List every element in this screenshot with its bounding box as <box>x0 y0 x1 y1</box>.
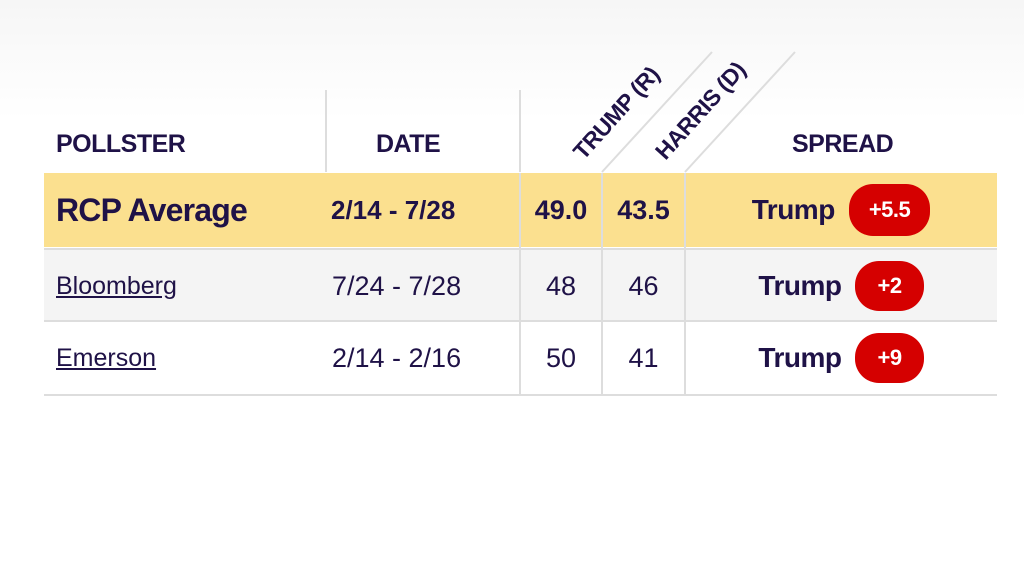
trump-value: 49.0 <box>534 194 588 225</box>
pollster-link[interactable]: Bloomberg <box>56 271 177 300</box>
harris-value: 46 <box>628 270 659 301</box>
pollster-link[interactable]: Emerson <box>56 343 157 372</box>
date: 2/14 - 2/16 <box>332 342 462 373</box>
date: 2/14 - 7/28 <box>331 194 456 225</box>
column-header: POLLSTER <box>56 130 186 158</box>
divider <box>601 173 603 396</box>
spread-leader: Trump <box>751 194 836 225</box>
spread: Trump +9 <box>685 322 997 394</box>
spread: Trump +2 <box>685 250 997 322</box>
spread-leader: Trump <box>758 270 842 301</box>
pollster: RCP Average <box>56 191 248 228</box>
spread-badge: +2 <box>855 261 924 311</box>
divider <box>519 173 521 396</box>
spread-badge: +5.5 <box>848 184 931 236</box>
column-header: DATE <box>376 130 441 158</box>
trump-value: 48 <box>545 270 577 301</box>
trump-value: 50 <box>545 342 577 373</box>
column-header: SPREAD <box>792 130 894 158</box>
harris-value: 43.5 <box>617 194 670 225</box>
date: 7/24 - 7/28 <box>332 270 462 301</box>
pollster: Emerson <box>56 322 156 394</box>
divider <box>684 173 686 396</box>
spread: Trump +5.5 <box>685 173 997 247</box>
spread-leader: Trump <box>758 342 842 373</box>
pollster: Bloomberg <box>56 250 177 322</box>
spread-badge: +9 <box>855 333 924 383</box>
harris-value: 41 <box>628 342 659 373</box>
